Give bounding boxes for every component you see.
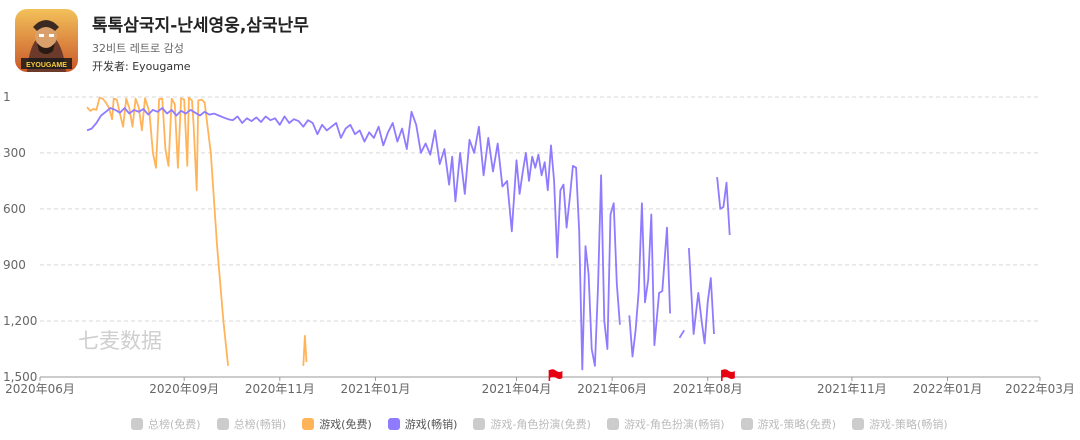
legend-item[interactable]: 游戏-角色扮演(免费) (473, 416, 591, 432)
y-tick-label: 1,500 (3, 370, 37, 384)
legend-item[interactable]: 总榜(畅销) (216, 416, 287, 432)
app-icon-label: EYOUGAME (26, 62, 67, 69)
legend-label: 游戏-策略(免费) (757, 418, 837, 431)
x-tick-label: 2022年01月 (913, 382, 983, 396)
legend-swatch (606, 418, 619, 430)
chart-legend: 总榜(免费) 总榜(畅销) 游戏(免费) 游戏(畅销) 游戏-角色扮演(免费) 游戏-角色… (131, 415, 964, 433)
legend-item[interactable]: 游戏(畅销) (387, 416, 458, 432)
legend-swatch (852, 418, 865, 430)
x-tick-label: 2020年06月 (5, 382, 75, 396)
series-line (678, 329, 685, 339)
series-line (688, 248, 715, 345)
event-flag[interactable] (548, 369, 563, 381)
legend-swatch (216, 418, 229, 430)
series-line (302, 335, 308, 366)
x-axis: 2020年06月 2020年09月 2020年11月 2021年01月 2021年04月… (5, 376, 1075, 396)
legend-item[interactable]: 游戏(免费) (302, 416, 372, 432)
legend-label: 总榜(免费) (148, 418, 201, 431)
y-tick-label: 1 (3, 90, 11, 104)
series-layer (86, 96, 731, 371)
legend-item[interactable]: 游戏-策略(畅销) (852, 416, 948, 432)
legend-item[interactable]: 游戏-策略(免费) (740, 416, 837, 432)
event-flag[interactable] (721, 369, 735, 381)
x-tick-label: 2021年08月 (673, 382, 743, 396)
watermark: 七麦数据 (78, 329, 162, 353)
legend-swatch (740, 418, 753, 430)
y-tick-label: 1,200 (3, 314, 37, 328)
y-tick-label: 900 (3, 258, 26, 272)
app-header: EYOUGAME 톡톡삼국지-난세영웅,삼국난무 32비트 레트로 감성 开发者… (15, 9, 515, 75)
x-tick-label: 2021年11月 (817, 382, 887, 396)
legend-label: 游戏-角色扮演(免费) (490, 418, 591, 431)
x-tick-label: 2022年03月 (1005, 382, 1075, 396)
legend-swatch (387, 418, 400, 430)
y-tick-label: 300 (3, 146, 26, 160)
legend-label: 总榜(畅销) (233, 418, 287, 431)
legend-item[interactable]: 总榜(免费) (131, 416, 201, 432)
app-icon[interactable]: EYOUGAME (15, 9, 78, 72)
flag-icon (721, 369, 735, 379)
legend-label: 游戏(畅销) (404, 418, 458, 431)
legend-swatch (131, 418, 143, 430)
grid-layer (40, 96, 1040, 322)
legend-label: 游戏(免费) (319, 418, 372, 431)
app-title: 톡톡삼국지-난세영웅,삼국난무 (92, 16, 309, 36)
x-tick-label: 2020年09月 (149, 382, 219, 396)
flag-icon (549, 369, 563, 379)
series-line (628, 202, 671, 358)
app-developer: 开发者: Eyougame (92, 60, 191, 73)
legend-label: 游戏-策略(畅销) (869, 418, 948, 431)
series-line (716, 177, 731, 236)
legend-item[interactable]: 游戏-角色扮演(畅销) (606, 416, 725, 432)
x-tick-label: 2020年11月 (245, 382, 315, 396)
legend-label: 游戏-角色扮演(畅销) (623, 418, 725, 431)
x-tick-label: 2021年04月 (482, 382, 552, 396)
y-tick-label: 600 (3, 202, 26, 216)
app-subtitle: 32비트 레트로 감성 (92, 42, 184, 55)
y-axis: 1 300 600 900 1,200 1,500 (3, 90, 37, 384)
legend-swatch (302, 418, 315, 430)
x-tick-label: 2021年01月 (341, 382, 411, 396)
x-tick-label: 2021年06月 (577, 382, 647, 396)
legend-swatch (473, 418, 486, 430)
series-line (86, 96, 229, 366)
flag-layer (548, 369, 735, 381)
series-line (86, 107, 621, 371)
